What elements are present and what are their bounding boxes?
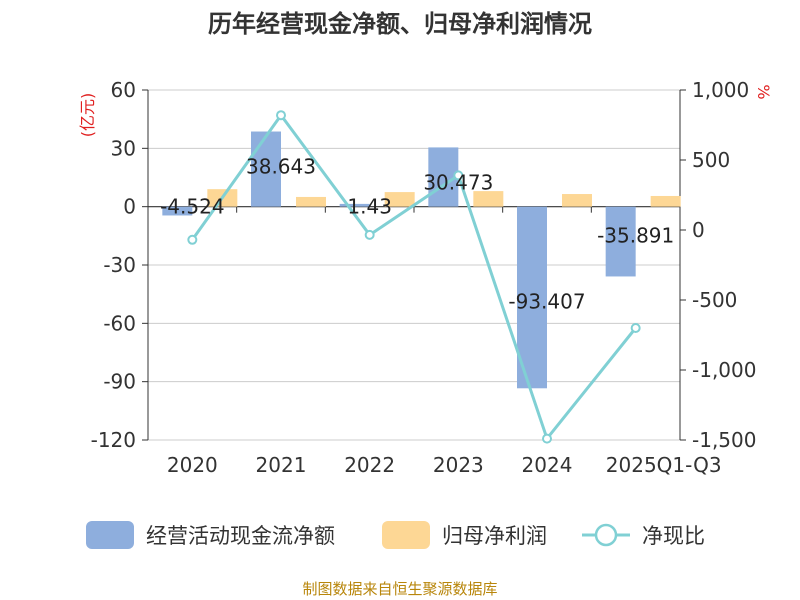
ratio-point: [187, 234, 198, 245]
legend-label-net-profit: 归母净利润: [442, 524, 547, 548]
legend: 经营活动现金流净额 归母净利润 净现比: [86, 521, 705, 549]
net-profit-bar: [562, 194, 592, 207]
ratio-point: [276, 110, 286, 121]
right-tick-label: 500: [692, 148, 730, 172]
x-tick-label: 2024: [522, 453, 573, 477]
left-axis-unit: (亿元): [78, 93, 97, 138]
left-tick-label: -60: [103, 311, 136, 335]
left-tick-label: -30: [103, 253, 136, 277]
x-tick-label: 2023: [433, 453, 484, 477]
legend-swatch-cash-flow: [86, 521, 134, 549]
left-tick-label: 0: [123, 195, 136, 219]
ratio-line: [191, 112, 637, 442]
ratio-point: [364, 229, 375, 240]
cash-flow-label: 1.43: [347, 195, 392, 219]
net-profit-bar: [473, 191, 504, 207]
ratio-point: [630, 323, 641, 333]
cash-flow-bar: [251, 131, 281, 207]
cash-flow-label: 38.643: [246, 155, 316, 179]
left-tick-label: 60: [111, 78, 136, 102]
right-tick-label: -1,500: [692, 428, 756, 452]
cash-flow-bar: [517, 206, 547, 389]
cash-flow-label: 30.473: [423, 170, 493, 194]
cash-flow-label: -4.524: [160, 195, 224, 219]
x-tick-label: 2021: [256, 453, 307, 477]
net-profit-bar: [296, 196, 326, 207]
line-series: [187, 110, 641, 444]
left-axis: 60 30 0 -30 -60 -90 -120: [91, 78, 149, 452]
net-profit-bar: [384, 192, 415, 207]
right-tick-label: -1,000: [692, 358, 756, 382]
cash-flow-label: -35.891: [597, 223, 674, 247]
cash-flow-bar: [162, 206, 193, 216]
left-tick-label: -90: [103, 370, 136, 394]
right-axis-unit: %: [754, 84, 773, 99]
left-tick-label: 30: [111, 136, 136, 160]
right-axis: 1,000 500 0 -500 -1,000 -1,500: [679, 78, 756, 452]
grid-lines: [147, 89, 680, 441]
x-tick-label: 2020: [167, 453, 218, 477]
bar-series: [162, 131, 681, 389]
legend-label-cash-flow: 经营活动现金流净额: [146, 524, 335, 548]
cash-flow-bar: [339, 203, 370, 207]
left-tick-label: -120: [91, 428, 136, 452]
right-tick-label: 0: [692, 218, 705, 242]
cash-flow-bar: [605, 206, 636, 277]
cash-flow-label: -93.407: [508, 289, 585, 313]
source-note: 制图数据来自恒生聚源数据库: [302, 580, 497, 598]
right-tick-label: 1,000: [692, 78, 749, 102]
ratio-point: [453, 170, 464, 181]
x-tick-label: 2025Q1-Q3: [606, 453, 722, 477]
ratio-point: [542, 433, 552, 444]
legend-label-ratio: 净现比: [642, 524, 705, 548]
right-tick-label: -500: [692, 288, 737, 312]
legend-marker-ratio: [594, 523, 618, 547]
x-tick-label: 2022: [344, 453, 395, 477]
legend-swatch-net-profit: [382, 521, 430, 549]
data-labels: -4.524 38.643 1.43 30.473 -93.407 -35.891: [160, 155, 674, 314]
x-axis: 2020 2021 2022 2023 2024 2025Q1-Q3: [167, 453, 722, 477]
chart-title: 历年经营现金净额、归母净利润情况: [208, 10, 592, 38]
net-profit-bar: [650, 195, 681, 207]
